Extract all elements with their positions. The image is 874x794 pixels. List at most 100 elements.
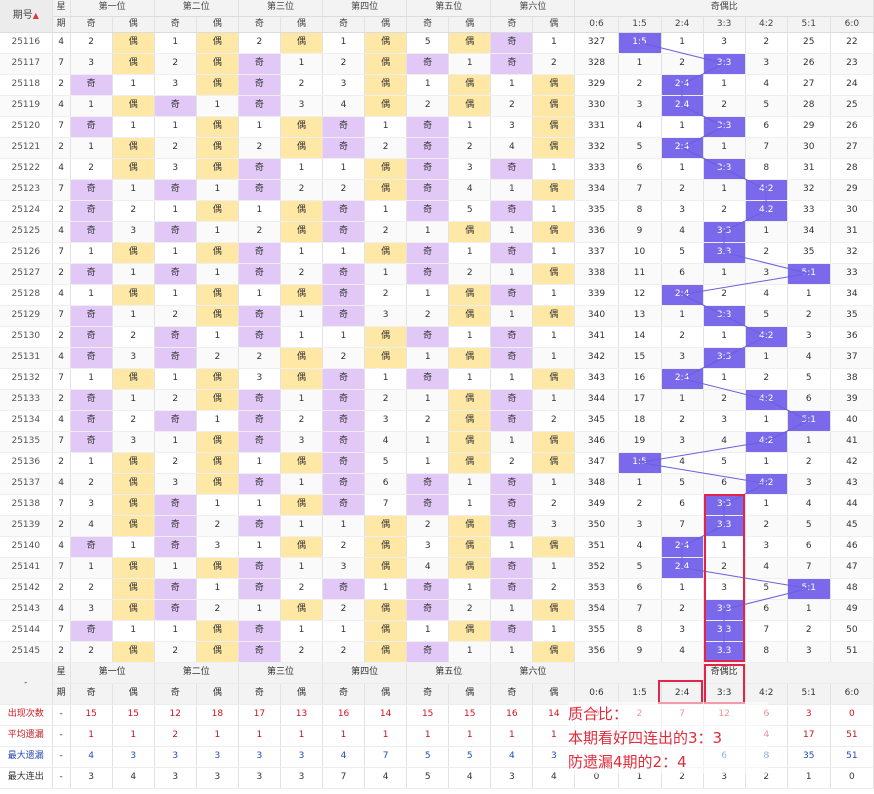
ratio-cell: 3:3 bbox=[703, 221, 746, 243]
digit-cell: 奇 bbox=[322, 200, 366, 222]
stats-value: 14 bbox=[364, 704, 408, 726]
ratio-cell: 6 bbox=[787, 536, 831, 558]
stats-ratio-value: 0 bbox=[830, 704, 874, 726]
table-row[interactable]: 25129 7 奇 1 2 偶奇 1 奇 3 2 偶 1 偶 340 13 1 3:3 5 2 35 bbox=[0, 305, 874, 327]
digit-cell: 偶 bbox=[364, 346, 408, 369]
digit-cell: 4 bbox=[448, 179, 492, 201]
digit-cell: 1 bbox=[490, 74, 534, 96]
table-row[interactable]: 25139 2 4 偶奇 2 奇 1 1 偶 2 偶奇 3 350 3 7 3:3 2 5 45 bbox=[0, 515, 874, 537]
table-row[interactable]: 25132 7 1 偶 1 偶 3 偶奇 1 奇 1 1 偶 343 16 2:4 1 2 5 38 bbox=[0, 368, 874, 390]
table-row[interactable]: 25131 4 奇 3 奇 2 2 偶 2 偶 1 偶奇 1 342 15 3 3:3 1 4 37 bbox=[0, 346, 874, 369]
digit-cell: 3 bbox=[196, 536, 239, 558]
weekday-cell: 7 bbox=[52, 368, 71, 390]
table-row[interactable]: 25126 7 1 偶 1 偶奇 1 1 偶奇 1 奇 1 337 10 5 3:3 2 35 32 bbox=[0, 241, 874, 264]
digit-cell: 奇 bbox=[238, 410, 281, 432]
table-row[interactable]: 25117 7 3 偶 2 偶奇 1 2 偶奇 1 奇 2 328 1 2 3:3 3 26 23 bbox=[0, 53, 874, 75]
footer-ratio-4-2: 4:2 bbox=[745, 683, 788, 705]
digit-cell: 奇 bbox=[70, 221, 113, 243]
digit-cell: 奇 bbox=[70, 179, 113, 201]
table-row[interactable]: 25121 2 1 偶 2 偶 2 偶奇 2 奇 2 4 偶 332 5 2:4 1 7 30 27 bbox=[0, 136, 874, 159]
table-row[interactable]: 25125 4 奇 3 奇 1 2 偶奇 2 1 偶 1 偶 336 9 4 3:3 1 34 31 bbox=[0, 221, 874, 243]
digit-cell: 奇 bbox=[406, 641, 450, 663]
stats-weekday: - bbox=[52, 725, 71, 747]
digit-cell: 2 bbox=[70, 641, 113, 663]
digit-cell: 1 bbox=[406, 284, 450, 306]
col-odd-label: 奇 bbox=[238, 16, 281, 33]
table-row[interactable]: 25118 2 奇 1 3 偶奇 2 3 偶 1 偶 1 偶 329 2 2:4 1 4 27 24 bbox=[0, 74, 874, 96]
table-row[interactable]: 25134 4 奇 2 奇 1 奇 2 奇 3 2 偶奇 2 345 18 2 3 1 5:1 40 bbox=[0, 410, 874, 432]
table-row[interactable]: 25122 4 2 偶 3 偶奇 1 1 偶奇 3 奇 1 333 6 1 3:3 8 31 28 bbox=[0, 158, 874, 180]
ratio-cell: 2 bbox=[703, 389, 746, 411]
col-ratio-1-5: 1:5 bbox=[618, 16, 662, 33]
digit-cell: 偶 bbox=[448, 410, 492, 432]
ratio-cell: 355 bbox=[574, 620, 619, 642]
ratio-cell: 4 bbox=[787, 346, 831, 369]
digit-cell: 1 bbox=[322, 32, 366, 54]
table-row[interactable]: 25138 7 3 偶奇 1 1 偶奇 7 奇 1 奇 2 349 2 6 3:3 1 4 44 bbox=[0, 494, 874, 516]
digit-cell: 偶 bbox=[448, 32, 492, 54]
col-ratio-2-4: 2:4 bbox=[661, 16, 704, 33]
table-row[interactable]: 25127 2 奇 1 奇 1 奇 2 奇 1 奇 2 1 偶 338 11 6 1 3 5:1 33 bbox=[0, 263, 874, 285]
table-row[interactable]: 25142 2 2 偶奇 1 奇 2 奇 1 奇 1 奇 2 353 6 1 3 5 5:1 48 bbox=[0, 578, 874, 600]
ratio-cell: 48 bbox=[830, 578, 874, 600]
digit-cell: 1 bbox=[322, 158, 366, 180]
table-row[interactable]: 25130 2 奇 2 奇 1 奇 1 1 偶奇 1 奇 1 341 14 2 1 4:2 3 36 bbox=[0, 326, 874, 348]
digit-cell: 1 bbox=[532, 389, 576, 411]
weekday-cell: 7 bbox=[52, 305, 71, 327]
digit-cell: 奇 bbox=[490, 410, 534, 432]
digit-cell: 奇 bbox=[154, 515, 197, 537]
table-row[interactable]: 25128 4 1 偶 1 偶 1 偶奇 2 1 偶奇 1 339 12 2:4 2 4 1 34 bbox=[0, 284, 874, 306]
issue-number: 25140 bbox=[0, 536, 53, 558]
ratio-cell: 1 bbox=[745, 451, 788, 474]
ratio-cell: 10 bbox=[618, 241, 662, 264]
table-row[interactable]: 25119 4 1 偶奇 1 奇 3 4 偶 2 偶 2 偶 330 3 2:4 2 5 28 25 bbox=[0, 95, 874, 117]
ratio-cell: 353 bbox=[574, 578, 619, 600]
ratio-cell: 30 bbox=[830, 200, 874, 222]
table-row[interactable]: 25145 2 2 偶 2 偶奇 2 2 偶奇 1 1 偶 356 9 4 3:3 8 3 51 bbox=[0, 641, 874, 663]
weekday-cell: 2 bbox=[52, 263, 71, 285]
ratio-cell: 2 bbox=[745, 241, 788, 264]
digit-cell: 1 bbox=[448, 494, 492, 516]
ratio-cell: 329 bbox=[574, 74, 619, 96]
ratio-cell: 335 bbox=[574, 200, 619, 222]
table-row[interactable]: 25137 4 2 偶 3 偶奇 1 奇 6 奇 1 奇 1 348 1 5 6 4:2 3 43 bbox=[0, 473, 874, 495]
table-row[interactable]: 25144 7 奇 1 1 偶奇 1 1 偶 1 偶奇 1 355 8 3 3:3 7 2 50 bbox=[0, 620, 874, 642]
stats-value: 3 bbox=[238, 746, 281, 768]
table-row[interactable]: 25135 7 奇 3 1 偶奇 3 奇 4 1 偶 1 偶 346 19 3 4 4:2 1 41 bbox=[0, 431, 874, 453]
stats-weekday: - bbox=[52, 704, 71, 726]
ratio-cell: 1 bbox=[618, 473, 662, 495]
table-row[interactable]: 25133 2 奇 1 2 偶奇 1 奇 2 1 偶奇 1 344 17 1 2 4:2 6 39 bbox=[0, 389, 874, 411]
table-row[interactable]: 25116 4 2 偶 1 偶 2 偶 1 偶 5 偶奇 1 327 1:5 1 3 2 25 22 bbox=[0, 32, 874, 54]
ratio-cell: 29 bbox=[787, 116, 831, 138]
digit-cell: 2 bbox=[280, 410, 324, 432]
col-issue-header[interactable]: 期号▲ bbox=[0, 0, 53, 33]
digit-cell: 偶 bbox=[196, 32, 239, 54]
digit-cell: 偶 bbox=[196, 200, 239, 222]
digit-cell: 偶 bbox=[532, 305, 576, 327]
table-row[interactable]: 25120 7 奇 1 1 偶 1 偶奇 1 奇 1 3 偶 331 4 1 3:3 6 29 26 bbox=[0, 116, 874, 138]
digit-cell: 2 bbox=[448, 136, 492, 159]
ratio-cell: 1 bbox=[703, 263, 746, 285]
table-row[interactable]: 25124 2 奇 2 1 偶 1 偶奇 1 奇 5 奇 1 335 8 3 2 4:2 33 30 bbox=[0, 200, 874, 222]
stats-value: 1 bbox=[112, 725, 155, 747]
footer-weekday-top: 星 bbox=[52, 662, 71, 684]
ratio-cell: 27 bbox=[830, 136, 874, 159]
digit-cell: 偶 bbox=[448, 536, 492, 558]
ratio-cell: 4:2 bbox=[745, 389, 788, 411]
ratio-cell: 43 bbox=[830, 473, 874, 495]
digit-cell: 奇 bbox=[70, 620, 113, 642]
table-row[interactable]: 25136 2 1 偶 2 偶 1 偶奇 5 1 偶 2 偶 347 1:5 4 5 1 2 42 bbox=[0, 451, 874, 474]
digit-cell: 偶 bbox=[532, 74, 576, 96]
ratio-cell: 6 bbox=[618, 158, 662, 180]
ratio-cell: 1 bbox=[661, 578, 704, 600]
digit-cell: 1 bbox=[364, 578, 408, 600]
footer-ratio-2-4: 2:4 bbox=[661, 683, 704, 705]
digit-cell: 奇 bbox=[490, 494, 534, 516]
stats-value: 7 bbox=[322, 767, 366, 789]
stats-ratio-value: 51 bbox=[830, 725, 874, 747]
digit-cell: 2 bbox=[364, 221, 408, 243]
weekday-cell: 7 bbox=[52, 53, 71, 75]
table-row[interactable]: 25141 7 1 偶 1 偶奇 1 3 偶 4 偶奇 1 352 5 2:4 2 4 7 47 bbox=[0, 556, 874, 579]
table-row[interactable]: 25123 7 奇 1 奇 1 奇 2 2 偶奇 4 1 偶 334 7 2 1 4:2 32 29 bbox=[0, 179, 874, 201]
sort-icon[interactable]: ▲ bbox=[32, 11, 39, 21]
